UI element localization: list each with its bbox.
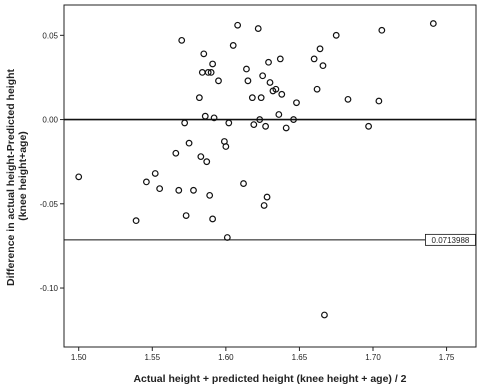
data-point <box>190 186 197 194</box>
data-point <box>206 191 214 199</box>
data-point <box>254 25 262 32</box>
x-tick-label: 1.55 <box>144 353 160 362</box>
data-point <box>225 119 233 127</box>
data-point <box>266 79 274 86</box>
data-point <box>182 212 190 219</box>
data-point <box>259 72 267 80</box>
x-tick-label: 1.60 <box>218 353 234 362</box>
data-point <box>156 185 164 193</box>
data-point <box>197 153 205 161</box>
data-point <box>321 311 328 319</box>
data-point <box>234 21 242 29</box>
data-point <box>316 45 324 53</box>
data-point <box>378 26 386 34</box>
data-point <box>375 97 383 105</box>
data-point <box>75 173 83 181</box>
data-point <box>229 42 237 49</box>
data-point <box>132 217 140 225</box>
data-point <box>257 94 265 102</box>
data-point <box>203 158 211 166</box>
data-point <box>248 94 256 102</box>
data-point <box>332 31 340 39</box>
data-point <box>365 122 372 130</box>
data-point <box>204 68 212 76</box>
y-axis-title-group: Difference in actual height-Predicted he… <box>5 66 29 286</box>
data-point <box>222 143 230 150</box>
data-point <box>290 116 297 123</box>
data-point <box>250 121 258 129</box>
y-axis-ticks: 0.05 0.00 -0.05 -0.10 <box>40 31 64 293</box>
data-point <box>282 124 290 132</box>
data-point <box>151 170 159 177</box>
data-point <box>178 36 186 44</box>
data-point <box>429 20 437 27</box>
x-axis-ticks: 1.50 1.55 1.60 1.65 1.70 1.75 <box>71 347 455 362</box>
data-point <box>195 94 203 102</box>
plot-frame <box>63 4 477 348</box>
y-tick-label: -0.10 <box>40 284 59 293</box>
y-tick-label: -0.05 <box>40 200 59 209</box>
x-tick-label: 1.70 <box>365 353 381 362</box>
data-point <box>243 65 250 73</box>
y-tick-label: 0.00 <box>42 116 58 125</box>
data-point <box>263 193 271 201</box>
data-point <box>313 85 321 93</box>
data-point <box>293 99 300 107</box>
data-point <box>272 85 280 93</box>
data-point <box>223 234 231 241</box>
data-point <box>215 77 222 85</box>
data-point <box>175 186 183 194</box>
reference-lines: 0.0713988 <box>64 118 476 246</box>
y-axis-title: Difference in actual height-Predicted he… <box>5 66 29 286</box>
data-point <box>244 77 252 85</box>
data-point <box>275 111 283 118</box>
y-tick-label: 0.05 <box>42 31 58 40</box>
data-point <box>240 180 247 187</box>
data-point <box>319 62 327 70</box>
reference-line-label-box <box>424 233 476 246</box>
data-point <box>344 95 352 103</box>
data-point <box>210 114 218 122</box>
data-point <box>209 215 217 223</box>
data-point <box>265 58 272 66</box>
data-point <box>181 119 189 127</box>
data-point <box>172 149 180 157</box>
data-point <box>256 116 264 123</box>
x-tick-label: 1.65 <box>292 353 308 362</box>
data-point <box>207 68 215 76</box>
data-point <box>200 50 208 58</box>
data-point <box>278 90 286 98</box>
reference-line-label: 0.0713988 <box>432 236 470 245</box>
x-axis-title: Actual height + predicted height (knee h… <box>133 373 406 385</box>
data-point <box>262 122 269 130</box>
data-point <box>310 55 318 63</box>
data-points <box>75 20 437 319</box>
data-point <box>209 60 217 68</box>
data-point <box>260 202 268 209</box>
x-tick-label: 1.75 <box>439 353 455 362</box>
data-point <box>185 139 193 147</box>
data-point <box>201 112 209 120</box>
x-tick-label: 1.50 <box>71 353 87 362</box>
data-point <box>276 55 284 63</box>
data-point <box>142 178 150 186</box>
